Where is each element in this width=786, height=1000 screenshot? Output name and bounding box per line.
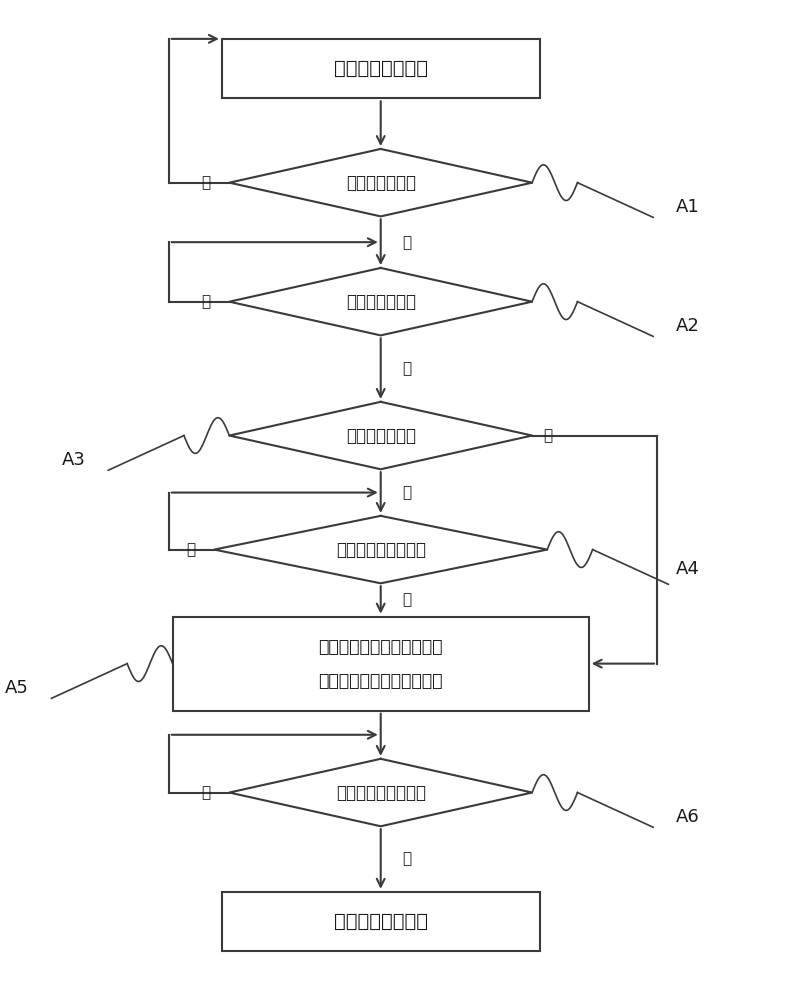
Text: 控制燃料电池进入待机模式: 控制燃料电池进入待机模式 xyxy=(318,672,443,690)
Text: 燃料电池关机模式: 燃料电池关机模式 xyxy=(334,59,428,78)
Text: 否: 否 xyxy=(201,294,211,309)
Text: A2: A2 xyxy=(676,317,700,335)
Text: 接收到功率需求信号: 接收到功率需求信号 xyxy=(336,784,426,802)
Text: A6: A6 xyxy=(676,808,700,826)
Text: 是: 是 xyxy=(402,592,412,607)
Text: A4: A4 xyxy=(676,560,700,578)
Polygon shape xyxy=(230,268,532,335)
Text: A3: A3 xyxy=(61,451,86,469)
Polygon shape xyxy=(215,516,547,583)
Text: 接收到高压信号: 接收到高压信号 xyxy=(346,174,416,192)
Text: 接收到温升确认信号: 接收到温升确认信号 xyxy=(336,541,426,559)
Text: 燃料电池启动模式: 燃料电池启动模式 xyxy=(334,912,428,931)
Text: A5: A5 xyxy=(5,679,29,697)
FancyBboxPatch shape xyxy=(173,617,589,711)
FancyBboxPatch shape xyxy=(222,39,540,98)
Text: 否: 否 xyxy=(543,428,553,443)
Polygon shape xyxy=(230,402,532,469)
Text: 否: 否 xyxy=(186,542,195,557)
Text: 否: 否 xyxy=(201,175,211,190)
Polygon shape xyxy=(230,759,532,826)
Text: 是: 是 xyxy=(402,361,412,376)
Polygon shape xyxy=(230,149,532,216)
Text: 整车控制器发送待机信号，: 整车控制器发送待机信号， xyxy=(318,638,443,656)
Text: 是: 是 xyxy=(402,851,412,866)
Text: 是: 是 xyxy=(402,485,412,500)
Text: A1: A1 xyxy=(676,198,700,216)
Text: 是: 是 xyxy=(402,235,412,250)
Text: 否: 否 xyxy=(201,785,211,800)
Text: 接收到暖机信号: 接收到暖机信号 xyxy=(346,427,416,445)
FancyBboxPatch shape xyxy=(222,892,540,951)
Text: 接收到开机信号: 接收到开机信号 xyxy=(346,293,416,311)
